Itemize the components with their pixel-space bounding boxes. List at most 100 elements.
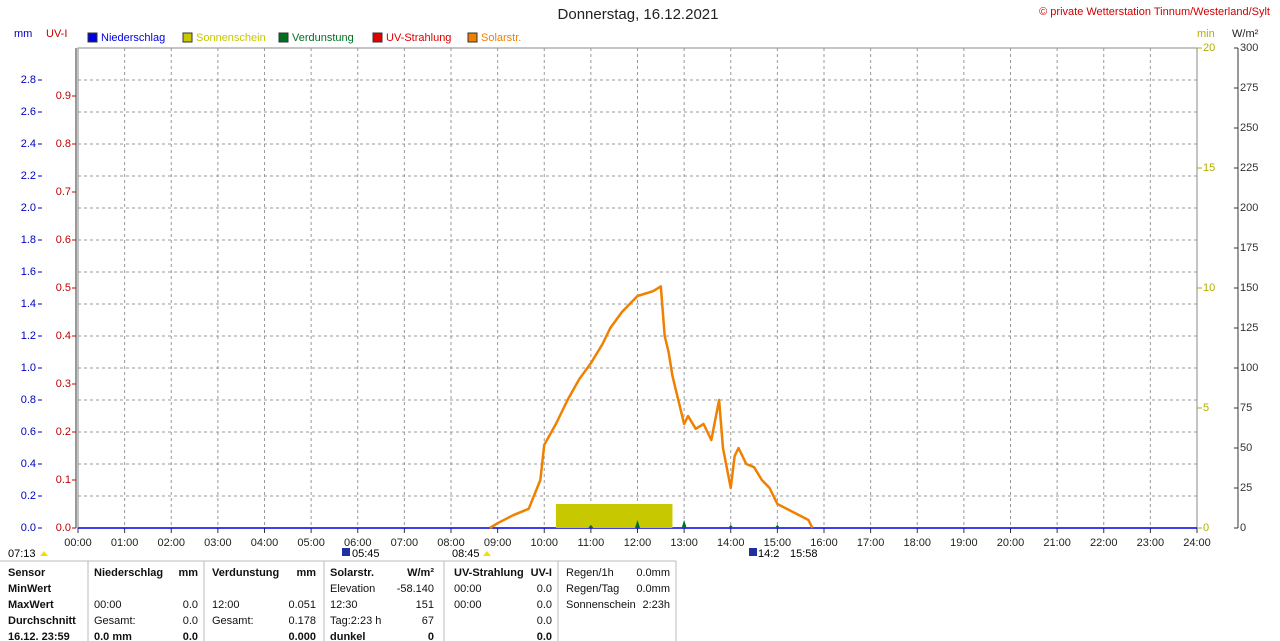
x-tick-label: 09:00 xyxy=(484,537,512,549)
y-tick-label: 0.4 xyxy=(21,458,36,470)
chart-title: Donnerstag, 16.12.2021 xyxy=(558,6,719,23)
y2-tick-label: 0.3 xyxy=(56,378,71,390)
table-cell: Gesamt: xyxy=(212,615,254,627)
table-cell: 0.0 xyxy=(537,599,552,611)
source: © private Wetterstation Tinnum/Westerlan… xyxy=(1039,6,1270,18)
side-label: Regen/Tag xyxy=(566,583,619,595)
table-cell: 12:30 xyxy=(330,599,358,611)
x-tick-label: 03:00 xyxy=(204,537,232,549)
x-tick-label: 01:00 xyxy=(111,537,139,549)
sun-icon xyxy=(342,548,350,556)
table-cell: mm xyxy=(178,567,198,579)
table-cell: Niederschlag xyxy=(94,567,163,579)
table-cell: 0.0 xyxy=(183,599,198,611)
y4-tick-label: 75 xyxy=(1240,402,1252,414)
table-cell: 0.0 xyxy=(537,615,552,627)
table-cell: 0.0 xyxy=(183,631,198,641)
legend-label: Niederschlag xyxy=(101,32,165,44)
x-tick-label: 23:00 xyxy=(1137,537,1165,549)
table-cell: 0.0 xyxy=(537,583,552,595)
table-cell: 0.051 xyxy=(288,599,316,611)
y2-tick-label: 0.4 xyxy=(56,330,71,342)
x-tick-label: 07:00 xyxy=(391,537,419,549)
y-tick-label: 0.6 xyxy=(21,426,36,438)
table-cell: 16.12. 23:59 xyxy=(8,631,70,641)
table-cell: UV-I xyxy=(531,567,552,579)
table-cell: 00:00 xyxy=(454,599,482,611)
annotation: 14:2 xyxy=(758,548,779,560)
y4-tick-label: 250 xyxy=(1240,122,1258,134)
side-label: Sonnenschein xyxy=(566,599,636,611)
table-cell: Sensor xyxy=(8,567,46,579)
x-tick-label: 14:00 xyxy=(717,537,745,549)
sun-icon xyxy=(749,548,757,556)
x-tick-label: 18:00 xyxy=(903,537,931,549)
legend-label: Sonnenschein xyxy=(196,32,266,44)
table-cell: Gesamt: xyxy=(94,615,136,627)
legend-swatch xyxy=(467,32,478,43)
x-tick-label: 10:00 xyxy=(530,537,558,549)
y2-tick-label: 0.7 xyxy=(56,186,71,198)
solar-line xyxy=(489,285,814,530)
legend-swatch xyxy=(87,32,98,43)
legend-swatch xyxy=(278,32,289,43)
x-tick-label: 12:00 xyxy=(624,537,652,549)
x-tick-label: 16:00 xyxy=(810,537,838,549)
sun-icon xyxy=(483,551,491,556)
table-cell: Verdunstung xyxy=(212,567,279,579)
annotation: 07:13 xyxy=(8,548,36,560)
legend-label: UV-Strahlung xyxy=(386,32,451,44)
table-cell: 0.0 mm xyxy=(94,631,132,641)
y4-tick-label: 0 xyxy=(1240,522,1246,534)
y-tick-label: 0.2 xyxy=(21,490,36,502)
annotation: 05:45 xyxy=(352,548,380,560)
legend-label: Verdunstung xyxy=(292,32,354,44)
y3-axis-label: min xyxy=(1197,28,1215,40)
x-tick-label: 21:00 xyxy=(1043,537,1071,549)
table-cell: 67 xyxy=(422,615,434,627)
y4-tick-label: 225 xyxy=(1240,162,1258,174)
y2-tick-label: 0.2 xyxy=(56,426,71,438)
y2-tick-label: 0.0 xyxy=(56,522,71,534)
y4-tick-label: 100 xyxy=(1240,362,1258,374)
x-tick-label: 00:00 xyxy=(64,537,92,549)
y-tick-label: 1.6 xyxy=(21,266,36,278)
annotation: 08:45 xyxy=(452,548,480,560)
legend-swatch xyxy=(182,32,193,43)
y2-tick-label: 0.8 xyxy=(56,138,71,150)
y-tick-label: 2.2 xyxy=(21,170,36,182)
x-tick-label: 08:00 xyxy=(437,537,465,549)
table-cell: -58.140 xyxy=(397,583,434,595)
y-tick-label: 1.8 xyxy=(21,234,36,246)
table-cell: Tag:2:23 h xyxy=(330,615,381,627)
table-cell: 0.0 xyxy=(537,631,552,641)
y4-tick-label: 200 xyxy=(1240,202,1258,214)
y-tick-label: 0.0 xyxy=(21,522,36,534)
table-cell: MinWert xyxy=(8,583,52,595)
table-cell: 0 xyxy=(428,631,434,641)
y2-tick-label: 0.6 xyxy=(56,234,71,246)
y4-tick-label: 25 xyxy=(1240,482,1252,494)
y2-tick-label: 0.9 xyxy=(56,90,71,102)
y4-axis-label: W/m² xyxy=(1232,28,1259,40)
x-tick-label: 19:00 xyxy=(950,537,978,549)
table-cell: Solarstr. xyxy=(330,567,374,579)
table-cell: 151 xyxy=(416,599,434,611)
y3-tick-label: 20 xyxy=(1203,42,1215,54)
y4-tick-label: 275 xyxy=(1240,82,1258,94)
y4-tick-label: 150 xyxy=(1240,282,1258,294)
y3-tick-label: 15 xyxy=(1203,162,1215,174)
table-cell: Durchschnitt xyxy=(8,615,76,627)
table-cell: 12:00 xyxy=(212,599,240,611)
x-tick-label: 15:00 xyxy=(764,537,792,549)
y-tick-label: 1.2 xyxy=(21,330,36,342)
y-tick-label: 1.4 xyxy=(21,298,36,310)
y-axis-label: mm xyxy=(14,28,32,40)
x-tick-label: 13:00 xyxy=(670,537,698,549)
x-tick-label: 05:00 xyxy=(297,537,325,549)
y-tick-label: 0.8 xyxy=(21,394,36,406)
table-cell: UV-Strahlung xyxy=(454,567,524,579)
x-tick-label: 20:00 xyxy=(997,537,1025,549)
evaporation-spike xyxy=(588,524,594,528)
